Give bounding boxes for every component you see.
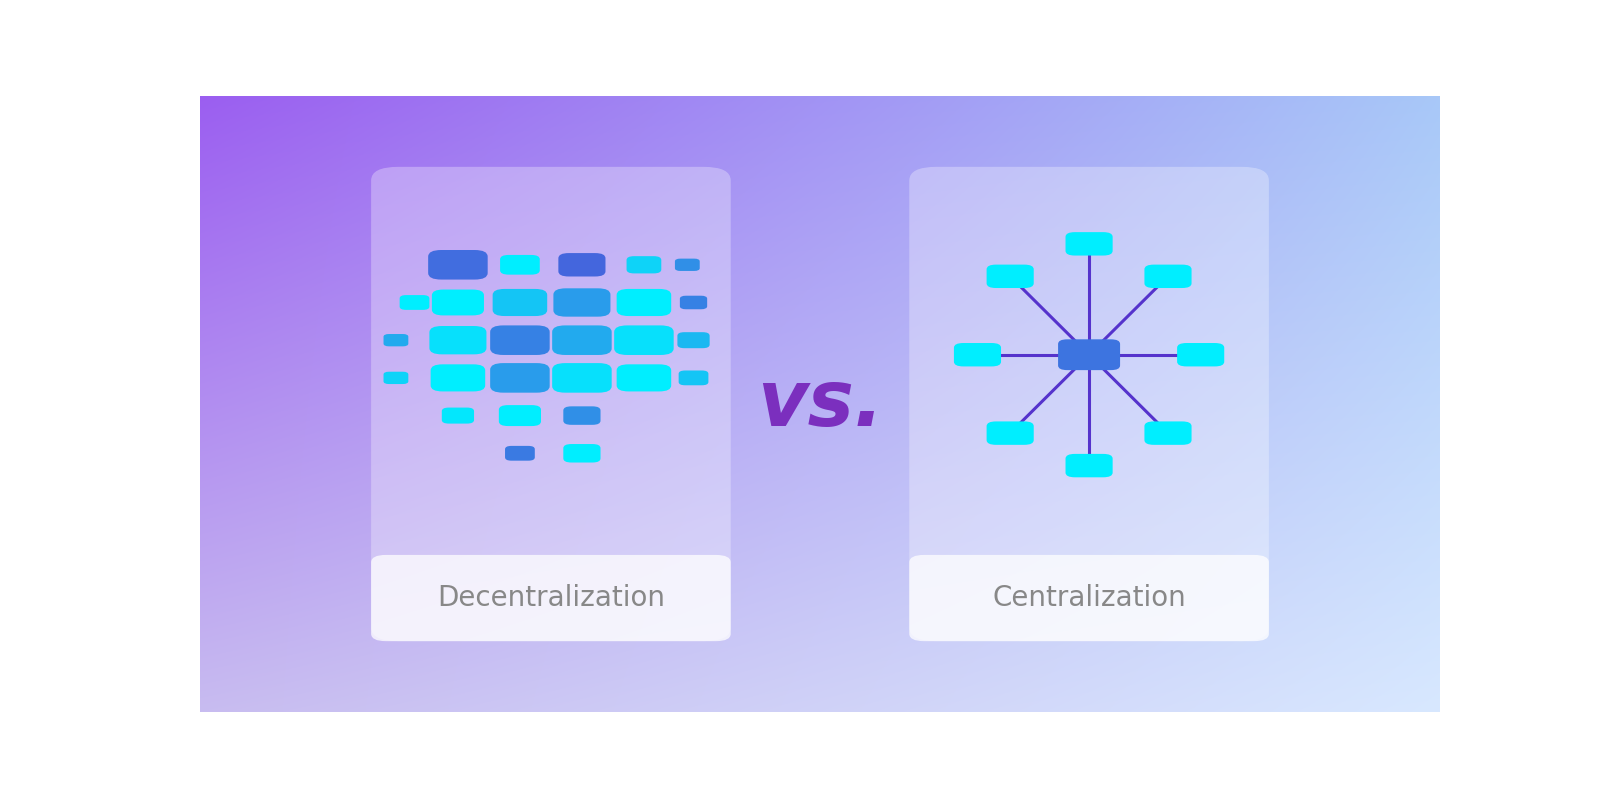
FancyBboxPatch shape [616,364,672,391]
Text: Centralization: Centralization [992,584,1186,612]
FancyBboxPatch shape [954,343,1002,366]
FancyBboxPatch shape [680,296,707,310]
FancyBboxPatch shape [493,289,547,316]
FancyBboxPatch shape [490,326,550,355]
FancyBboxPatch shape [616,289,672,316]
FancyBboxPatch shape [384,334,408,346]
FancyBboxPatch shape [1058,339,1120,370]
FancyBboxPatch shape [558,253,605,277]
FancyBboxPatch shape [429,250,488,279]
FancyBboxPatch shape [677,332,710,348]
FancyBboxPatch shape [430,364,485,391]
FancyBboxPatch shape [490,363,550,393]
FancyBboxPatch shape [506,446,534,461]
FancyBboxPatch shape [909,555,1269,641]
FancyBboxPatch shape [1066,232,1112,255]
FancyBboxPatch shape [552,363,611,393]
FancyBboxPatch shape [400,295,429,310]
FancyBboxPatch shape [678,370,709,386]
FancyBboxPatch shape [909,167,1269,641]
FancyBboxPatch shape [987,265,1034,288]
FancyBboxPatch shape [675,258,699,271]
FancyBboxPatch shape [499,405,541,426]
FancyBboxPatch shape [563,444,600,462]
FancyBboxPatch shape [1144,265,1192,288]
FancyBboxPatch shape [501,255,539,274]
FancyBboxPatch shape [1144,422,1192,445]
FancyBboxPatch shape [429,326,486,354]
FancyBboxPatch shape [371,167,731,641]
FancyBboxPatch shape [614,326,674,355]
FancyBboxPatch shape [1178,343,1224,366]
FancyBboxPatch shape [987,422,1034,445]
FancyBboxPatch shape [1066,454,1112,478]
Text: vs.: vs. [757,366,883,442]
FancyBboxPatch shape [552,326,611,355]
FancyBboxPatch shape [563,406,600,425]
Text: Decentralization: Decentralization [437,584,666,612]
FancyBboxPatch shape [442,407,474,423]
FancyBboxPatch shape [384,372,408,384]
FancyBboxPatch shape [627,256,661,274]
FancyBboxPatch shape [371,555,731,641]
FancyBboxPatch shape [432,290,483,315]
FancyBboxPatch shape [554,288,611,317]
